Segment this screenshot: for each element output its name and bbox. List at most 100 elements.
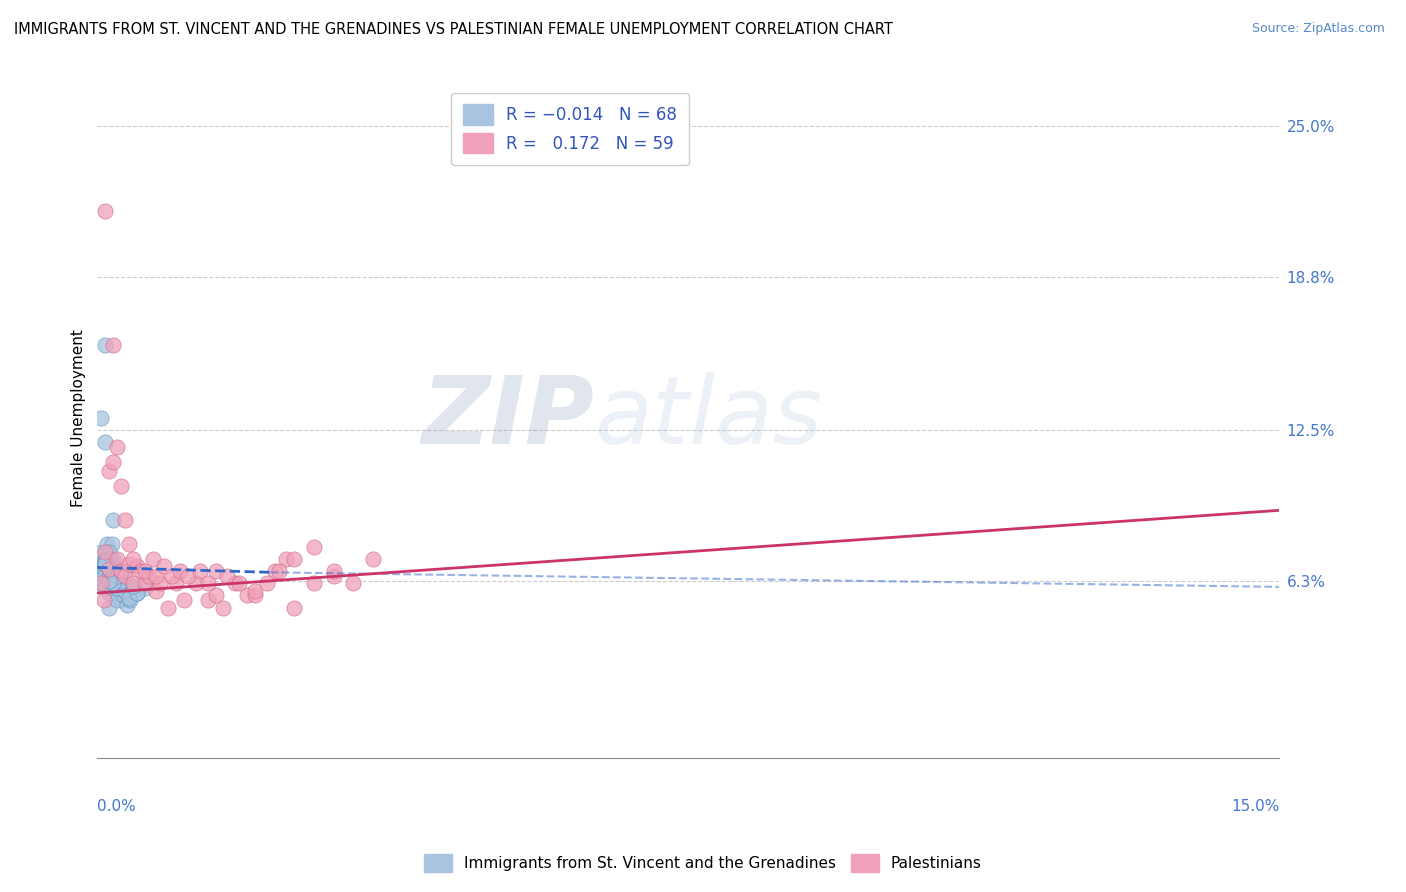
- Point: [100, 537, 122, 551]
- Point: [322, 564, 344, 578]
- Point: [105, 440, 128, 454]
- Point: [98, 569, 121, 583]
- Point: [184, 576, 207, 591]
- Point: [110, 576, 132, 591]
- Point: [267, 564, 290, 578]
- Point: [165, 576, 187, 591]
- Point: [110, 583, 132, 598]
- Point: [114, 583, 136, 598]
- Point: [118, 591, 141, 605]
- Point: [94, 544, 117, 558]
- Point: [160, 569, 183, 583]
- Point: [302, 540, 325, 554]
- Text: 0.0%: 0.0%: [97, 799, 136, 814]
- Point: [125, 586, 148, 600]
- Point: [263, 564, 285, 578]
- Point: [101, 569, 124, 583]
- Point: [169, 564, 191, 578]
- Point: [117, 598, 139, 612]
- Point: [204, 589, 226, 603]
- Point: [98, 600, 121, 615]
- Point: [100, 569, 122, 583]
- Point: [110, 479, 132, 493]
- Point: [361, 552, 384, 566]
- Point: [98, 569, 121, 583]
- Point: [98, 574, 121, 588]
- Point: [228, 576, 250, 591]
- Point: [283, 600, 305, 615]
- Point: [204, 564, 226, 578]
- Point: [173, 593, 195, 607]
- Point: [90, 576, 112, 591]
- Point: [243, 583, 266, 598]
- Point: [118, 557, 141, 571]
- Point: [153, 559, 176, 574]
- Point: [94, 569, 117, 583]
- Point: [111, 589, 134, 603]
- Point: [114, 564, 136, 578]
- Point: [110, 564, 132, 578]
- Point: [134, 564, 156, 578]
- Point: [101, 513, 124, 527]
- Point: [94, 562, 117, 576]
- Point: [276, 552, 298, 566]
- Legend: R = −0.014   N = 68, R =   0.172   N = 59: R = −0.014 N = 68, R = 0.172 N = 59: [451, 93, 689, 165]
- Point: [114, 513, 136, 527]
- Point: [114, 569, 136, 583]
- Point: [141, 552, 163, 566]
- Point: [98, 464, 121, 478]
- Point: [322, 569, 344, 583]
- Point: [121, 552, 143, 566]
- Point: [121, 576, 143, 591]
- Text: Source: ZipAtlas.com: Source: ZipAtlas.com: [1251, 22, 1385, 36]
- Point: [101, 576, 124, 591]
- Text: 15.0%: 15.0%: [1232, 799, 1279, 814]
- Point: [197, 593, 219, 607]
- Point: [105, 569, 128, 583]
- Point: [101, 574, 124, 588]
- Point: [105, 593, 128, 607]
- Point: [94, 559, 117, 574]
- Point: [94, 581, 117, 595]
- Point: [98, 576, 121, 591]
- Point: [145, 569, 167, 583]
- Point: [101, 552, 124, 566]
- Point: [217, 569, 239, 583]
- Point: [129, 564, 152, 578]
- Point: [93, 562, 115, 576]
- Point: [125, 586, 148, 600]
- Point: [212, 600, 235, 615]
- Point: [101, 564, 124, 578]
- Point: [188, 564, 211, 578]
- Point: [110, 571, 132, 585]
- Point: [149, 576, 172, 591]
- Point: [93, 576, 115, 591]
- Point: [224, 576, 246, 591]
- Point: [114, 591, 136, 605]
- Point: [98, 552, 121, 566]
- Point: [134, 581, 156, 595]
- Point: [125, 559, 148, 574]
- Point: [134, 576, 156, 591]
- Point: [101, 338, 124, 352]
- Point: [94, 435, 117, 450]
- Point: [101, 455, 124, 469]
- Point: [94, 338, 117, 352]
- Legend: Immigrants from St. Vincent and the Grenadines, Palestinians: Immigrants from St. Vincent and the Gren…: [416, 846, 990, 880]
- Point: [101, 576, 124, 591]
- Point: [342, 576, 364, 591]
- Point: [118, 537, 141, 551]
- Point: [98, 559, 121, 574]
- Point: [105, 579, 128, 593]
- Point: [101, 566, 124, 581]
- Point: [105, 552, 128, 566]
- Point: [94, 562, 117, 576]
- Point: [145, 583, 167, 598]
- Point: [105, 576, 128, 591]
- Point: [236, 589, 259, 603]
- Point: [90, 410, 112, 425]
- Point: [110, 593, 132, 607]
- Text: atlas: atlas: [593, 372, 823, 464]
- Point: [157, 600, 180, 615]
- Text: ZIP: ZIP: [420, 372, 593, 464]
